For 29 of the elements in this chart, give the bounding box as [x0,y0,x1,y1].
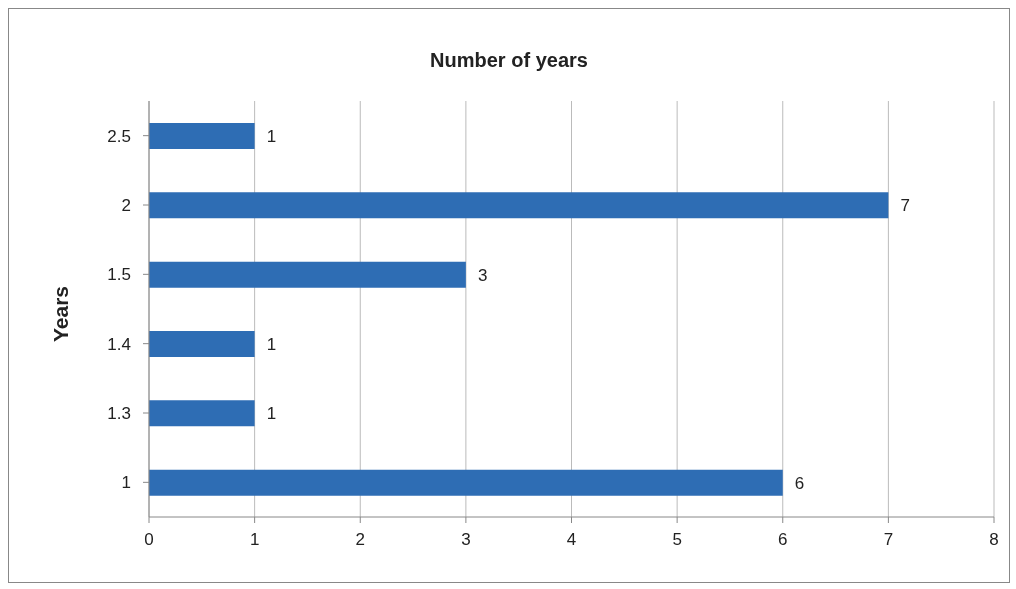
y-axis-title: Years [49,285,73,343]
bar [149,469,783,496]
x-tick-label: 2 [355,530,365,550]
y-tick-label: 2.5 [107,126,131,146]
y-tick-label: 1.3 [107,404,131,424]
y-tick-label: 1 [121,473,131,493]
chart-title: Number of years [429,49,589,72]
x-tick-label: 5 [672,530,682,550]
bar [149,192,889,219]
bar [149,261,466,288]
x-tick-label: 8 [989,530,999,550]
y-tick-label: 1.5 [107,265,131,285]
x-tick-label: 7 [883,530,894,550]
x-tick-label: 6 [778,530,788,550]
data-label: 6 [794,473,805,493]
data-label: 7 [900,196,910,216]
y-tick-label: 2 [121,196,131,216]
data-label: 1 [266,127,277,147]
data-label: 1 [266,335,277,355]
x-tick-label: 4 [566,530,577,550]
bar [149,123,255,149]
y-tick-label: 1.4 [107,334,131,354]
x-tick-label: 3 [461,530,471,550]
data-label: 1 [266,404,277,424]
data-label: 3 [477,265,488,285]
bar [149,331,255,357]
x-tick-label: 1 [249,530,260,550]
x-tick-label: 0 [144,530,154,550]
bar [149,400,255,427]
